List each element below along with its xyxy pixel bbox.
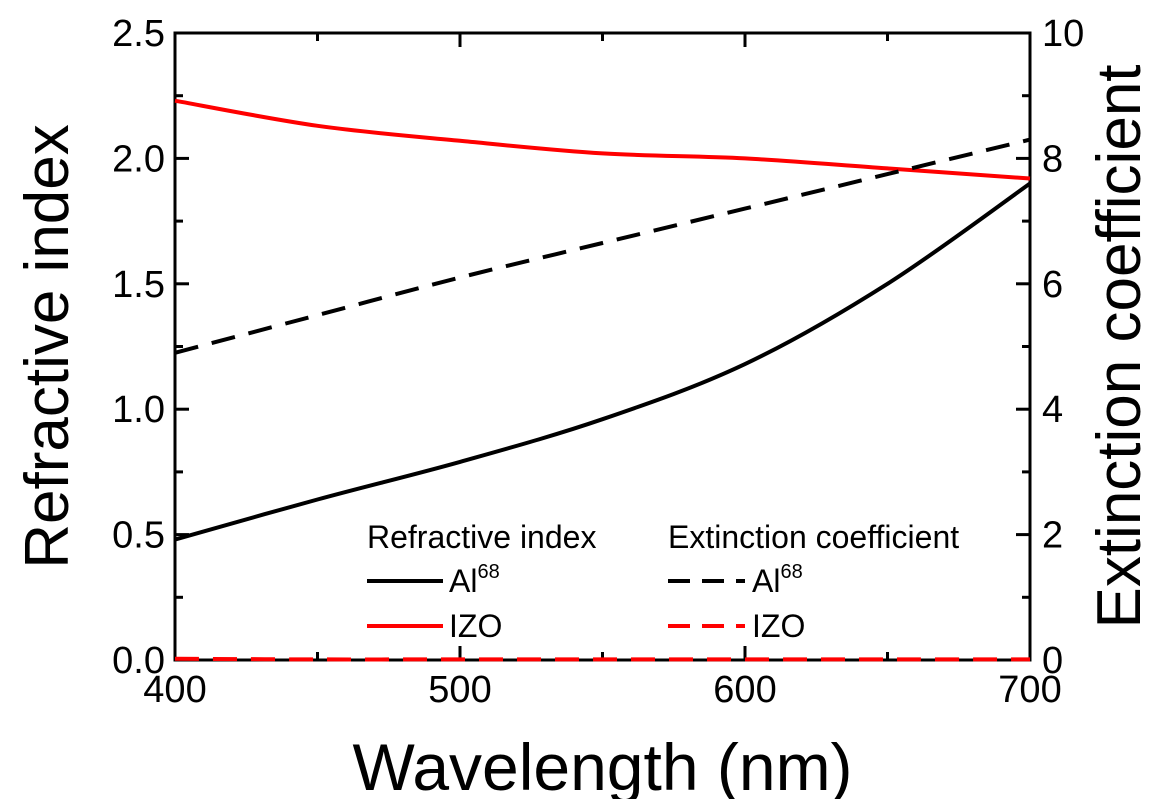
y2-axis-title: Extinction coefficient (1085, 64, 1154, 628)
y2-tick-label: 2 (1042, 515, 1063, 557)
legend-header-refractive: Refractive index (367, 519, 596, 555)
legend: Refractive index Extinction coefficient Al… (367, 519, 959, 644)
plot-frame (173, 31, 1032, 662)
series-line-0 (174, 181, 1032, 542)
series-line-2 (174, 137, 1031, 355)
y2-tick-label: 4 (1042, 389, 1063, 431)
y2-tick-label: 6 (1042, 264, 1063, 306)
x-tick-label: 400 (143, 669, 206, 711)
y2-tick-label: 10 (1042, 13, 1084, 55)
legend-header-extinction: Extinction coefficient (668, 519, 959, 555)
legend-label: IZO (449, 608, 502, 644)
series-line-3 (174, 656, 1030, 662)
y-tick-label: 2.0 (112, 138, 165, 180)
legend-label: IZO (752, 608, 805, 644)
y-tick-label: 1.0 (112, 389, 165, 431)
y-tick-label: 0.5 (112, 515, 165, 557)
plot-area (173, 31, 1032, 662)
y2-tick-label: 8 (1042, 138, 1063, 180)
legend-label: Al68 (449, 561, 500, 599)
y-axis-title: Refractive index (13, 124, 82, 569)
y-tick-label: 1.5 (112, 264, 165, 306)
series-line-1 (174, 98, 1031, 181)
y-tick-label: 2.5 (112, 13, 165, 55)
x-tick-label: 700 (998, 669, 1061, 711)
ticks: 400 500 600 700 0.0 0.5 1.0 1.5 2.0 2.5 0 2 4 6 8 10 (112, 13, 1084, 711)
x-tick-label: 600 (713, 669, 776, 711)
x-tick-label: 500 (428, 669, 491, 711)
series-layer (174, 98, 1032, 662)
legend-label: Al68 (752, 561, 803, 599)
y-tick-label: 0.0 (112, 640, 165, 682)
x-axis-title: Wavelength (nm) (352, 730, 852, 799)
y2-tick-label: 0 (1042, 640, 1063, 682)
